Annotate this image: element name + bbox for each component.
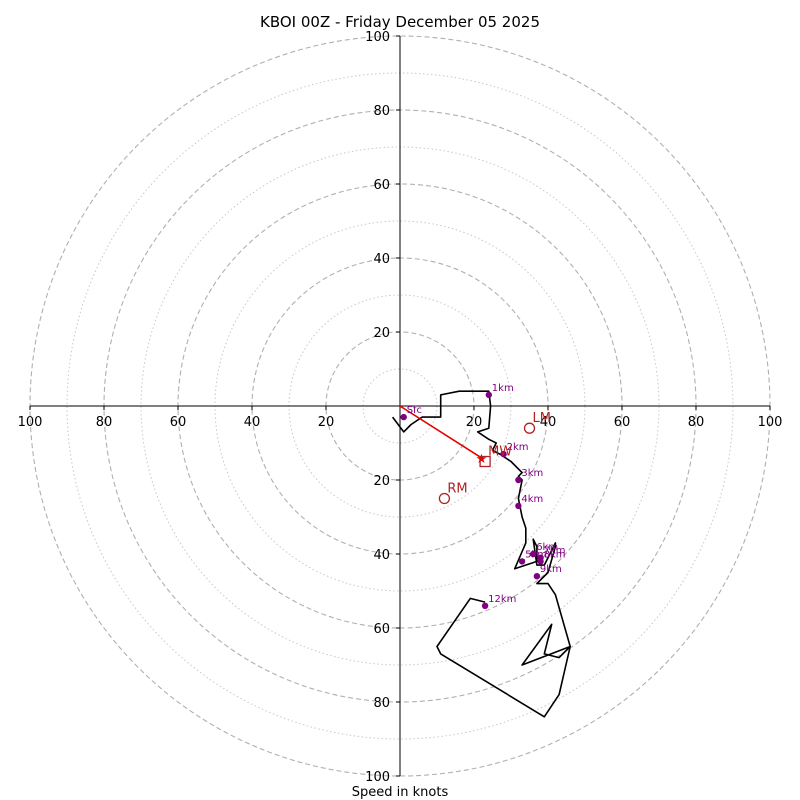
height-label-12km: 12km	[488, 594, 516, 605]
shear-vector-tip: ★	[476, 452, 488, 467]
x-tick-label: 20	[318, 415, 335, 430]
x-tick-label: 60	[170, 415, 187, 430]
height-label-6km: 6km	[536, 542, 558, 553]
shear-vector	[399, 405, 482, 459]
height-marker-12km	[481, 602, 489, 609]
x-tick-label: 40	[540, 415, 557, 430]
x-tick-label: 80	[688, 415, 705, 430]
storm-label-LM: LM	[533, 411, 551, 426]
height-marker-2km	[500, 450, 507, 458]
chart-title: KBOI 00Z - Friday December 05 2025	[260, 13, 540, 31]
x-tick-label: 80	[96, 415, 113, 430]
height-marker-9km	[533, 573, 541, 580]
x-axis-label: Speed in knots	[352, 785, 449, 800]
height-markers: Sfc1km2km3km4km5km6km7km8km9km12km	[400, 383, 566, 609]
height-label-3km: 3km	[521, 468, 543, 479]
y-tick-label: 60	[373, 622, 390, 637]
storm-label-MW: MW	[488, 445, 512, 460]
storm-marker-MW	[479, 455, 491, 468]
height-label-1km: 1km	[492, 383, 514, 394]
y-tick-label: 80	[373, 104, 390, 119]
height-marker-5km	[518, 558, 526, 565]
height-label-2km: 2km	[507, 442, 529, 453]
y-tick-label: 40	[373, 548, 390, 563]
hodograph-trace-layer: ★	[391, 390, 572, 718]
height-marker-6km	[530, 550, 537, 558]
height-marker-3km	[515, 476, 522, 484]
axes: 100 80 60 40 20 20 40 60 80 100 100 80 60 40 20 20 40 60 8…	[18, 30, 783, 785]
height-label-9km: 9km	[540, 564, 562, 575]
x-tick-label: 40	[244, 415, 261, 430]
storm-label-RM: RM	[447, 482, 467, 497]
height-label-4km: 4km	[521, 494, 543, 505]
height-label-7km: 7km	[544, 546, 566, 557]
y-tick-label: 20	[373, 326, 390, 341]
height-label-8km: 8km	[544, 549, 566, 560]
x-tick-label: 100	[758, 415, 783, 430]
hodograph-trace	[391, 390, 572, 718]
height-marker-1km	[485, 391, 492, 399]
x-tick-label: 20	[466, 415, 483, 430]
height-marker-8km	[537, 558, 544, 565]
y-tick-label: 20	[373, 474, 390, 489]
height-marker-Sfc	[400, 413, 407, 421]
height-marker-4km	[515, 502, 522, 510]
y-tick-label: 100	[365, 30, 390, 45]
storm-marker-LM	[523, 422, 536, 434]
y-tick-label: 80	[373, 696, 390, 711]
storm-marker-RM	[438, 492, 451, 505]
y-tick-label: 40	[373, 252, 390, 267]
y-tick-label: 60	[373, 178, 390, 193]
y-tick-label: 100	[365, 770, 390, 785]
x-tick-label: 100	[18, 415, 43, 430]
height-label-Sfc: Sfc	[407, 405, 422, 416]
x-tick-label: 60	[614, 415, 631, 430]
storm-motion-markers: LM MW RM	[438, 411, 551, 505]
